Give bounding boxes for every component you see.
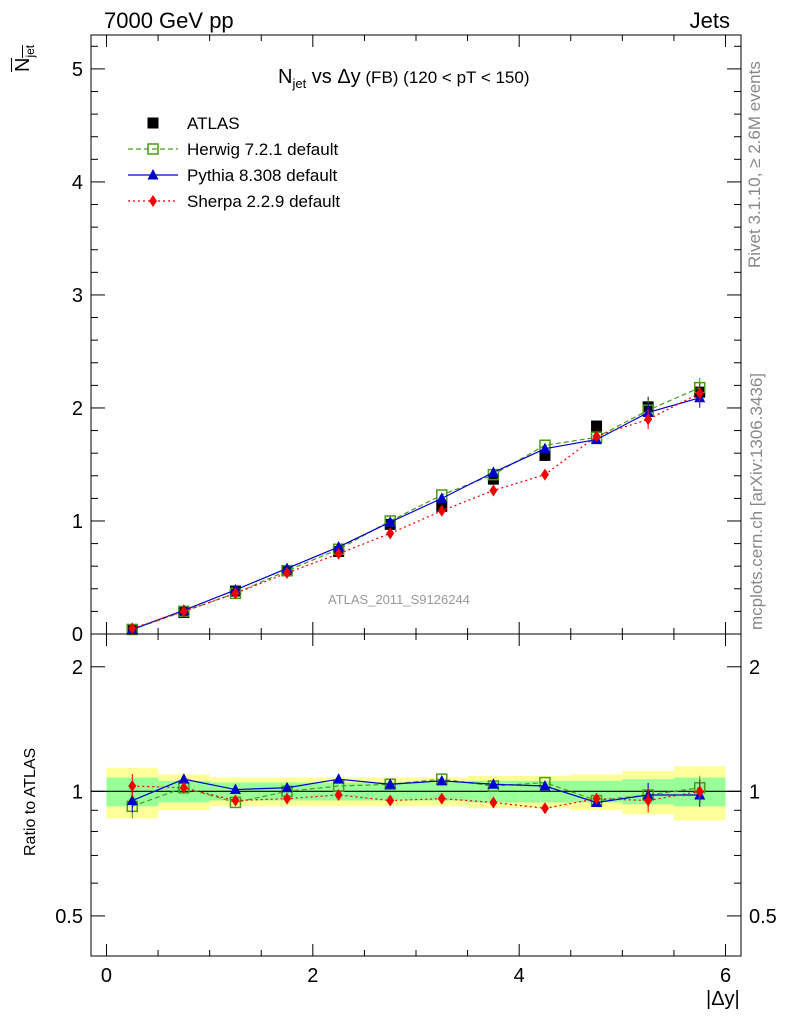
sherpa-point: [437, 504, 446, 517]
analysis-watermark: ATLAS_2011_S9126244: [328, 592, 470, 607]
ratio-pythia-point: [384, 778, 396, 789]
sherpa-point: [540, 468, 549, 481]
title-n-sub: jet: [292, 76, 307, 91]
ratio-ytick-label-right: 1: [749, 781, 760, 803]
sherpa-point: [283, 566, 292, 579]
title-range: (120 < pT < 150): [398, 68, 530, 87]
ratio-sherpa-point: [540, 802, 549, 815]
plot-title: Njet vs Δy (FB) (120 < pT < 150): [278, 66, 530, 91]
ratio-sherpa-line: [132, 785, 700, 809]
ratio-pythia-point: [178, 773, 190, 784]
ratio-pythia-point: [436, 774, 448, 786]
mcplots-label: mcplots.cern.ch [arXiv:1306.3436]: [747, 372, 766, 630]
legend-marker-sherpa: [149, 195, 157, 207]
legend-label-pythia: Pythia 8.308 default: [187, 166, 338, 185]
main-ytick-label: 3: [72, 285, 83, 307]
ratio-pythia-line: [132, 778, 700, 804]
ratio-sherpa-point: [231, 794, 240, 807]
y-axis-label-ratio: Ratio to ATLAS: [22, 747, 39, 856]
main-ytick-label: 1: [72, 511, 83, 533]
ratio-sherpa-point: [592, 792, 601, 805]
pythia-point: [333, 540, 345, 552]
title-n: N: [278, 66, 293, 88]
y-label-sub: jet: [22, 44, 37, 58]
xtick-label: 4: [514, 965, 525, 987]
title-fb: (FB): [360, 68, 399, 87]
main-ytick-label: 4: [72, 172, 83, 194]
ratio-sherpa-point: [128, 780, 137, 793]
sherpa-point: [644, 413, 653, 426]
ratio-sherpa-point: [334, 788, 343, 801]
ratio-sherpa-point: [695, 785, 704, 798]
ratio-ytick-label-right: 0.5: [749, 906, 777, 928]
main-ytick-label: 2: [72, 398, 83, 420]
legend-label-atlas: ATLAS: [187, 114, 240, 133]
rivet-label: Rivet 3.1.10, ≥ 2.6M events: [745, 61, 764, 268]
ratio-sherpa-point: [644, 794, 653, 807]
ratio-ytick-label-left: 0.5: [55, 906, 83, 928]
ratio-sherpa-point: [489, 796, 498, 809]
atlas-point: [539, 449, 551, 461]
pythia-point: [384, 516, 396, 527]
main-ytick-label: 0: [72, 624, 83, 646]
ratio-pythia-point: [126, 794, 138, 806]
sherpa-point: [128, 622, 137, 635]
y-axis-label-main: Njet: [11, 44, 37, 72]
collision-label: 7000 GeV pp: [104, 8, 234, 33]
xtick-label: 2: [307, 965, 318, 987]
xtick-label: 0: [101, 965, 112, 987]
ratio-sherpa-point: [386, 794, 395, 807]
ratio-ytick-label-left: 2: [72, 657, 83, 679]
legend-marker-pythia: [147, 169, 159, 180]
ratio-sherpa-point: [179, 781, 188, 794]
pythia-line: [132, 397, 700, 631]
legend-marker-herwig: [147, 143, 159, 155]
sherpa-point: [592, 430, 601, 443]
sherpa-point: [386, 527, 395, 540]
main-ytick-label: 5: [72, 59, 83, 81]
sherpa-point: [489, 484, 498, 497]
main-panel: 0 1 2 3 4 5: [72, 34, 742, 646]
ratio-sherpa-point: [283, 792, 292, 805]
sherpa-point: [179, 605, 188, 618]
sherpa-point: [695, 387, 704, 400]
legend-label-sherpa: Sherpa 2.2.9 default: [187, 192, 341, 211]
y-label-n: N: [11, 57, 34, 72]
pythia-point: [436, 492, 448, 503]
process-label: Jets: [689, 8, 730, 33]
pythia-point: [539, 442, 551, 454]
herwig-line: [132, 387, 700, 631]
legend-marker-atlas: [147, 117, 159, 129]
sherpa-point: [334, 547, 343, 560]
sherpa-point: [231, 587, 240, 600]
pythia-point: [487, 466, 499, 477]
ratio-herwig-line: [132, 778, 700, 807]
legend-label-herwig: Herwig 7.2.1 default: [187, 140, 339, 159]
ratio-ytick-label-right: 2: [749, 657, 760, 679]
x-axis-label: |Δy|: [706, 988, 740, 1010]
xtick-label: 6: [720, 965, 731, 987]
ratio-pythia-point: [333, 773, 345, 784]
title-vs: vs: [306, 66, 338, 88]
ratio-sherpa-point: [437, 792, 446, 805]
ratio-panel: 0.5 0.5 1 1 2 2 0 2 4 6: [55, 633, 777, 987]
ratio-pythia-point: [281, 781, 293, 793]
ratio-ytick-label-left: 1: [72, 781, 83, 803]
ratio-pythia-point: [487, 778, 499, 789]
ratio-pythia-point: [229, 783, 241, 795]
atlas-point: [591, 420, 603, 432]
title-dy: Δy: [337, 66, 361, 88]
ratio-pythia-point: [539, 780, 551, 791]
